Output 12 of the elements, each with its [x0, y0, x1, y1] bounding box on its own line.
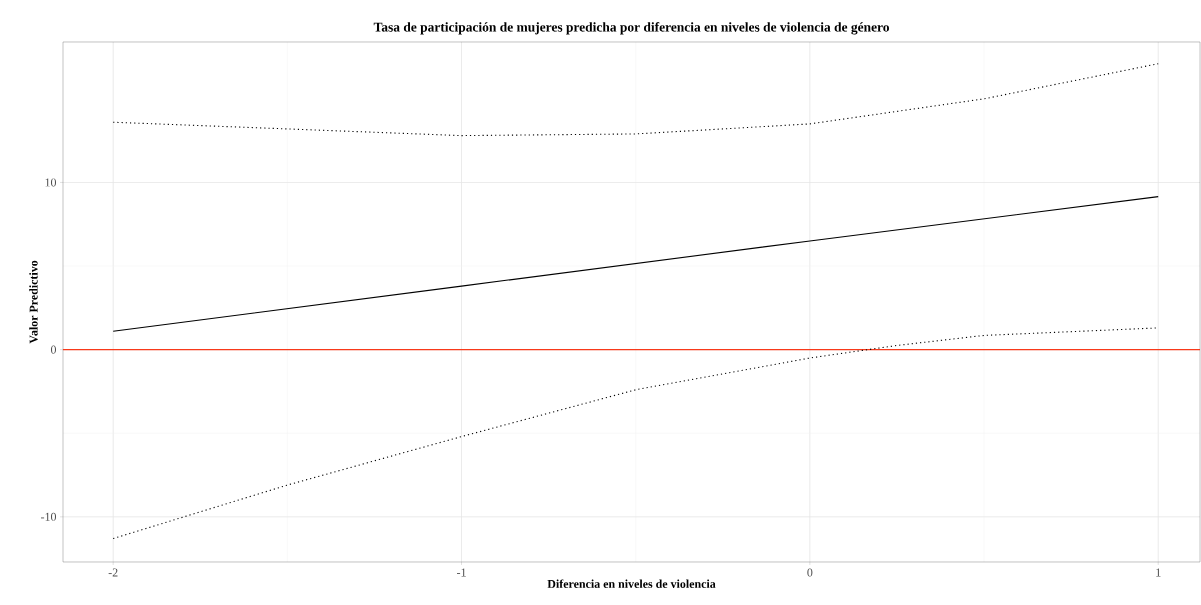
y-axis-title: Valor Predictivo	[29, 260, 38, 344]
y-tick-label: 0	[50, 345, 57, 354]
chart-title: Tasa de participación de mujeres predicha por diferencia en niveles de violencia de género	[373, 22, 889, 35]
y-tick-label: 10	[45, 178, 57, 187]
x-axis-title: Diferencia en niveles de violencia	[547, 579, 716, 588]
x-tick-label: 1	[1156, 568, 1161, 577]
y-tick-label: -10	[40, 512, 57, 521]
x-tick-label: -1	[456, 568, 466, 577]
x-tick-label: -2	[108, 568, 118, 577]
x-tick-label: 0	[807, 568, 813, 577]
line-series	[112, 327, 1159, 540]
line-series	[112, 196, 1159, 332]
